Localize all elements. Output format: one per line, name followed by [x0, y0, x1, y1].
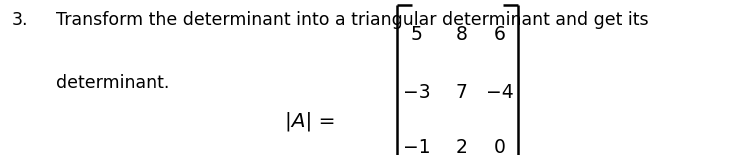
Text: 7: 7 [456, 84, 468, 102]
Text: 8: 8 [456, 25, 468, 44]
Text: determinant.: determinant. [56, 74, 170, 92]
Text: 5: 5 [411, 25, 423, 44]
Text: −3: −3 [403, 84, 430, 102]
Text: 3.: 3. [11, 11, 28, 29]
Text: −1: −1 [403, 138, 430, 155]
Text: 6: 6 [493, 25, 505, 44]
Text: 2: 2 [456, 138, 468, 155]
Text: −4: −4 [486, 84, 513, 102]
Text: 0: 0 [493, 138, 505, 155]
Text: |A| =: |A| = [285, 111, 336, 131]
Text: Transform the determinant into a triangular determinant and get its: Transform the determinant into a triangu… [56, 11, 649, 29]
